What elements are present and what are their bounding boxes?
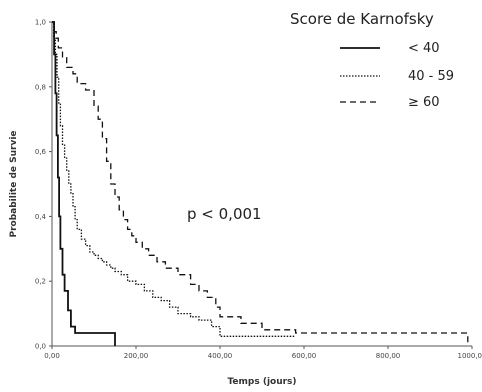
survival-curves [52, 21, 469, 346]
legend-items: < 40 40 - 59 ≥ 60 [340, 41, 454, 110]
y-tick-label: 1,0 [35, 19, 46, 27]
x-tick-label: 200,00 [124, 352, 149, 360]
x-tick-label: 0,00 [44, 352, 60, 360]
legend-title: Score de Karnofsky [290, 10, 434, 28]
x-tick-label: 400,00 [208, 352, 233, 360]
x-axis-label: Temps (jours) [227, 377, 296, 387]
legend-label: 40 - 59 [408, 69, 454, 84]
survival-curve-series-3 [52, 21, 469, 343]
legend: Score de Karnofsky < 40 40 - 59 ≥ 60 [290, 10, 454, 110]
y-tick-label: 0,6 [35, 148, 47, 156]
y-ticks: 0,0 0,2 0,4 0,6 0,8 1,0 [35, 19, 52, 351]
y-tick-label: 0,2 [35, 278, 46, 286]
y-tick-label: 0,8 [35, 83, 46, 91]
legend-label: < 40 [408, 41, 440, 56]
survival-curve-series-1 [52, 21, 116, 346]
y-tick-label: 0,4 [35, 213, 47, 221]
legend-label: ≥ 60 [408, 95, 440, 110]
x-tick-label: 1000,00 [458, 352, 482, 360]
x-ticks: 0,00 200,00 400,00 600,00 800,00 1000,00 [44, 346, 482, 360]
p-value-annotation: p < 0,001 [187, 205, 262, 223]
survival-curve-series-2 [52, 21, 296, 337]
y-tick-label: 0,0 [35, 343, 46, 351]
x-tick-label: 800,00 [376, 352, 401, 360]
x-tick-label: 600,00 [292, 352, 317, 360]
y-axis-label: Probabilite de Survie [9, 130, 19, 237]
